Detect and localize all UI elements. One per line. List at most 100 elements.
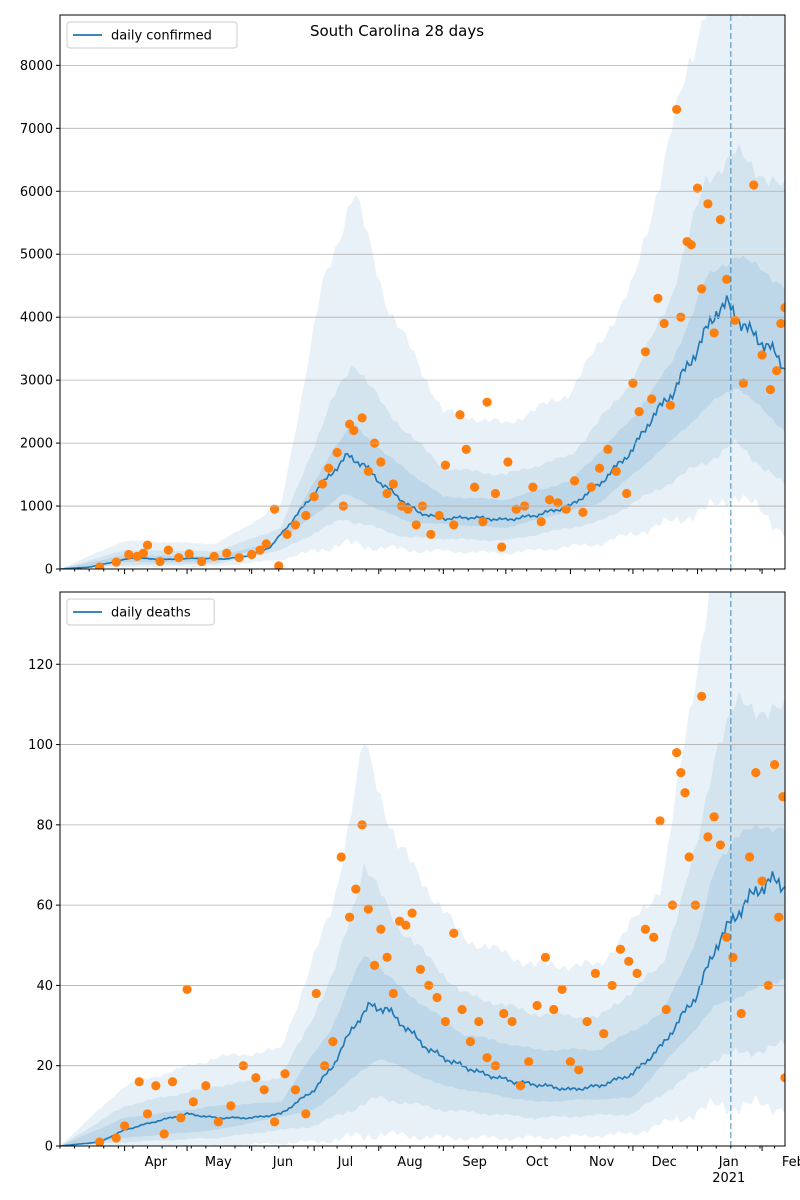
- observed-point: [778, 792, 785, 802]
- observed-point: [672, 747, 682, 758]
- y-tick: 120: [28, 658, 60, 673]
- observed-point: [184, 549, 194, 559]
- x-tick-label: Apr: [145, 1155, 168, 1170]
- observed-point: [167, 1077, 178, 1087]
- observed-point: [544, 495, 555, 505]
- y-tick: 40: [36, 979, 60, 994]
- observed-point: [376, 457, 386, 467]
- observed-point: [676, 768, 686, 778]
- observed-point: [357, 413, 367, 423]
- observed-point: [586, 482, 596, 492]
- observed-point: [290, 520, 301, 530]
- observed-point: [632, 968, 642, 978]
- observed-point: [449, 928, 459, 938]
- chart-title: South Carolina 28 days: [310, 22, 484, 40]
- x-tick-label: May: [205, 1155, 232, 1170]
- observed-point: [780, 1073, 785, 1083]
- observed-point: [465, 1037, 476, 1047]
- observed-point: [532, 1000, 542, 1011]
- observed-point: [382, 488, 392, 499]
- y-tick: 100: [28, 738, 60, 753]
- observed-point: [722, 274, 732, 285]
- observed-point: [622, 488, 632, 499]
- observed-point: [111, 557, 121, 567]
- observed-point: [765, 384, 776, 395]
- observed-point: [407, 908, 417, 918]
- x-tick-label: Jun: [272, 1155, 293, 1170]
- observed-point: [661, 1004, 671, 1015]
- observed-point: [138, 548, 148, 558]
- observed-point: [640, 347, 651, 357]
- axes-frame: [59, 14, 786, 570]
- y-tick: 0: [45, 563, 60, 578]
- observed-point: [188, 1097, 198, 1107]
- observed-point: [536, 517, 546, 527]
- observed-point: [482, 397, 492, 407]
- observed-point: [151, 1081, 161, 1091]
- observed-point: [624, 956, 634, 966]
- observed-point: [259, 1085, 269, 1095]
- x-tick-label: Feb: [782, 1155, 800, 1170]
- observed-point: [415, 964, 426, 974]
- observed-point: [524, 1057, 534, 1067]
- observed-point: [703, 199, 713, 209]
- observed-point: [647, 394, 657, 404]
- observed-point: [672, 104, 682, 115]
- observed-point: [528, 482, 538, 492]
- x-tick-label: Sep: [462, 1155, 487, 1170]
- observed-point: [722, 932, 732, 942]
- y-tick-label: 80: [36, 818, 53, 833]
- observed-point: [709, 812, 719, 822]
- observed-point: [411, 520, 421, 530]
- y-tick-label: 100: [28, 738, 53, 753]
- uncertainty-band-inner: [60, 255, 785, 569]
- observed-point: [594, 463, 605, 473]
- observed-point: [111, 1133, 121, 1143]
- y-tick: 4000: [20, 311, 60, 326]
- observed-point: [715, 840, 726, 850]
- observed-point: [328, 1037, 338, 1047]
- observed-point: [201, 1081, 211, 1091]
- observed-point: [590, 968, 601, 978]
- observed-point: [557, 984, 567, 995]
- y-tick: 20: [36, 1059, 60, 1074]
- observed-point: [376, 924, 386, 934]
- observed-point: [490, 488, 501, 499]
- observed-point: [469, 482, 480, 492]
- observed-point: [757, 876, 767, 886]
- observed-point: [401, 920, 411, 930]
- observed-point: [697, 691, 707, 701]
- observed-point: [209, 551, 219, 562]
- observed-point: [703, 832, 713, 842]
- observed-point: [311, 988, 321, 999]
- observed-point: [324, 463, 334, 473]
- observed-point: [749, 180, 759, 190]
- observed-point: [351, 884, 361, 894]
- observed-point: [757, 350, 767, 360]
- observed-point: [611, 466, 621, 477]
- y-tick: 7000: [20, 122, 60, 137]
- uncertainty-band-outer: [60, 15, 785, 569]
- observed-point: [692, 183, 703, 193]
- observed-point: [736, 1008, 746, 1019]
- observed-point: [697, 284, 707, 294]
- y-tick-label: 8000: [20, 59, 53, 74]
- observed-point: [269, 504, 280, 514]
- observed-point: [176, 1113, 186, 1123]
- legend-box: [66, 21, 238, 49]
- observed-point: [540, 952, 551, 962]
- observed-point: [369, 960, 380, 970]
- observed-point: [599, 1028, 609, 1039]
- x-tick-label: Aug: [397, 1155, 422, 1170]
- y-tick: 60: [36, 899, 60, 914]
- observed-point: [213, 1117, 223, 1127]
- observed-point: [182, 984, 192, 995]
- observed-point: [569, 476, 580, 486]
- observed-point: [628, 378, 638, 388]
- observed-point: [301, 1109, 311, 1119]
- x-tick-label: Nov: [589, 1155, 615, 1170]
- uncertainty-band-middle: [60, 143, 785, 569]
- observed-point: [290, 1085, 301, 1095]
- observed-point: [403, 504, 413, 514]
- observed-point: [155, 556, 165, 567]
